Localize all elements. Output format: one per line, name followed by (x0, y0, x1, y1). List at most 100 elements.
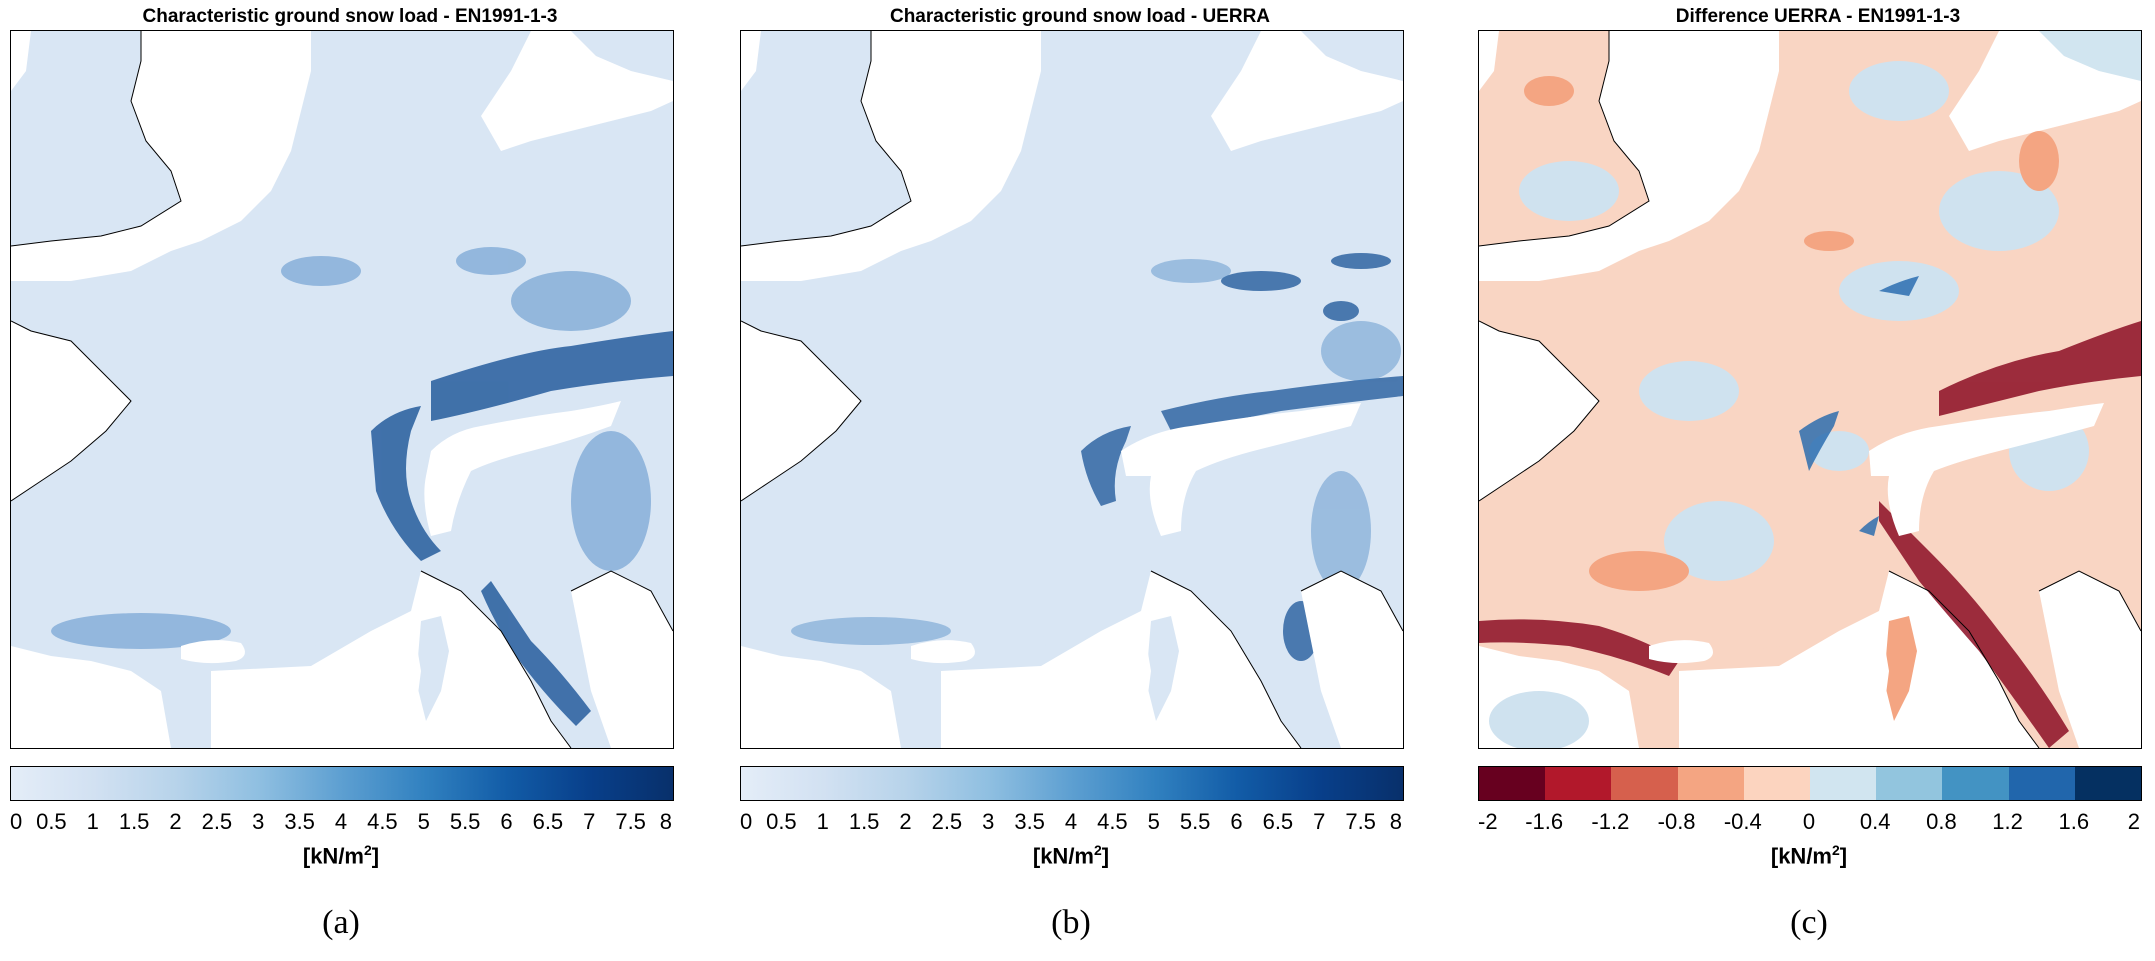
colorbar-tick-label: 6.5 (1262, 809, 1294, 834)
panel-label: (a) (322, 904, 360, 941)
colorbar-segment (1942, 767, 2009, 800)
continent-land (741, 31, 1403, 748)
scandinavia-land (571, 31, 673, 81)
colorbar-tick-label: -2 (1478, 809, 1498, 834)
scandinavia-land (2039, 31, 2141, 81)
coastlines (1479, 31, 2141, 748)
colorbar-segment (1743, 767, 1810, 800)
colorbar-segment (2074, 767, 2141, 800)
colorbar-ticks: -2 -1.6 -1.2 -0.8 -0.4 0 0.4 0.8 1.2 1.6 2 (1478, 809, 2140, 839)
colorbar-tick-label: 0.4 (1859, 809, 1891, 834)
colorbar-segment (1479, 767, 1546, 800)
snow-load-map-uerra (740, 30, 1404, 749)
colorbar-tick-label: 6 (500, 809, 513, 834)
colorbar-unit: [kN/m2] (1032, 842, 1110, 869)
colorbar-tick-label: 0.5 (36, 809, 67, 834)
colorbar-tick-label: 0.5 (766, 809, 797, 834)
colorbar-tick-label: 0 (10, 809, 23, 834)
colorbar (1478, 766, 2142, 801)
alps-no-data (1869, 403, 2104, 536)
colorbar-tick-label: 2 (169, 809, 182, 834)
colorbar-tick-label: 7.5 (1345, 809, 1376, 834)
corsica-land (1146, 616, 1179, 721)
colorbar-tick-label: 6.5 (532, 809, 564, 834)
colorbar-tick-label: 0 (740, 809, 753, 834)
corsica-land (1884, 616, 1917, 721)
mediterranean-sea (1679, 611, 1889, 748)
colorbar-tick-label: 3.5 (1014, 809, 1045, 834)
colorbar-tick-label: 7 (1313, 809, 1326, 834)
map-svg (1479, 31, 2141, 748)
panel-c: Difference UERRA - EN1991-1-3 (1478, 0, 2155, 961)
colorbar-tick-label: 6 (1230, 809, 1243, 834)
colorbar-tick-label: 4.5 (367, 809, 398, 834)
colorbar-tick-label: 3 (252, 809, 265, 834)
colorbar-segment (1876, 767, 1943, 800)
colorbar-tick-label: 5 (417, 809, 430, 834)
colorbar-tick-label: -0.4 (1723, 809, 1762, 834)
colorbar-tick-label: 1 (816, 809, 829, 834)
colorbar-segment (1809, 767, 1877, 800)
pyrenees-no-data (1649, 640, 1713, 664)
colorbar-tick-label: 5.5 (1179, 809, 1211, 834)
colorbar-tick-label: -1.6 (1525, 809, 1564, 834)
panel-a: Characteristic ground snow load - EN1991… (10, 0, 690, 961)
snow-load-difference-map (1478, 30, 2142, 749)
coastlines (11, 31, 673, 748)
corsica-land (416, 616, 449, 721)
colorbar-tick-label: 1.2 (1992, 809, 2023, 834)
colorbar-tick-label: 3.5 (284, 809, 315, 834)
colorbar-tick-label: 2.5 (201, 809, 233, 834)
colorbar-tick-label: -1.2 (1591, 809, 1630, 834)
colorbar-ticks: 0 0.5 1 1.5 2 2.5 3 3.5 4 4.5 5 5.5 6 6.5 7 7.5 8 (740, 809, 1402, 839)
map-svg (741, 31, 1403, 748)
colorbar-tick-label: 2 (2127, 809, 2140, 834)
continent-land (11, 31, 673, 748)
panel-label: (c) (1790, 904, 1828, 941)
colorbar-tick-label: 0 (1802, 809, 1816, 834)
pyrenees-no-data (181, 640, 245, 664)
balearic-land (1011, 629, 1046, 649)
colorbar-tick-label: 4.5 (1097, 809, 1128, 834)
colorbar-ticks: 0 0.5 1 1.5 2 2.5 3 3.5 4 4.5 5 5.5 6 6.5 7 7.5 8 (10, 809, 672, 839)
colorbar-tick-label: 1.6 (2058, 809, 2090, 834)
alps-no-data (1121, 403, 1361, 536)
colorbar-tick-label: 5 (1147, 809, 1160, 834)
colorbar-segment (2008, 767, 2075, 800)
snow-moderate (51, 247, 651, 649)
colorbar-unit: [kN/m2] (302, 842, 380, 869)
coastlines (741, 31, 1403, 748)
colorbar-tick-label: 2 (899, 809, 912, 834)
colorbar (740, 766, 1404, 801)
colorbar-segment (1677, 767, 1744, 800)
mediterranean-sea (941, 611, 1151, 748)
snow-hotspots (371, 331, 673, 726)
orange-patches (1524, 76, 2059, 591)
colorbar-tick-label: 8 (1389, 809, 1402, 834)
panel-title: Characteristic ground snow load - EN1991… (142, 6, 558, 27)
negative-diff-bands (1479, 321, 2141, 748)
colorbar-tick-label: 7 (583, 809, 596, 834)
scandinavia-land (1301, 31, 1403, 81)
colorbar-tick-label: 4 (334, 809, 348, 834)
colorbar-segment (1545, 767, 1612, 800)
panel-label: (b) (1051, 904, 1091, 941)
adriatic-sea (2039, 571, 2141, 748)
snow-load-map-en1991 (10, 30, 674, 749)
colorbar-tick-label: 2.5 (931, 809, 963, 834)
balearic-land (281, 629, 316, 649)
panel-title: Difference UERRA - EN1991-1-3 (1675, 6, 1961, 27)
adriatic-sea (1301, 571, 1403, 748)
colorbar-tick-label: 4 (1064, 809, 1078, 834)
colorbar (10, 766, 674, 801)
colorbar-tick-label: 1.5 (118, 809, 150, 834)
colorbar-tick-label: 0.8 (1926, 809, 1957, 834)
light-blue-patches (1489, 61, 2089, 748)
map-svg (11, 31, 673, 748)
colorbar-tick-label: 3 (982, 809, 995, 834)
colorbar-tick-label: 8 (659, 809, 672, 834)
colorbar-tick-label: 1.5 (848, 809, 880, 834)
panel-title: Characteristic ground snow load - UERRA (889, 6, 1271, 27)
colorbar-tick-label: 5.5 (449, 809, 481, 834)
colorbar-tick-label: 7.5 (615, 809, 646, 834)
